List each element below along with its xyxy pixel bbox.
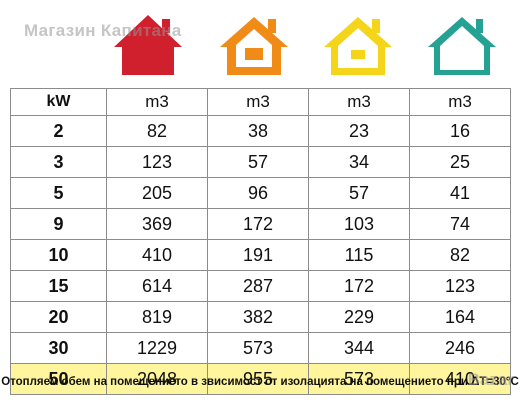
table-cell: 573 — [207, 332, 309, 364]
table-row: 5 205 96 57 41 — [10, 177, 511, 209]
table-cell: 191 — [207, 239, 309, 271]
table-cell: 287 — [207, 270, 309, 302]
table-cell: 614 — [106, 270, 208, 302]
header-m3-orange: m3 — [207, 88, 309, 116]
header-m3-teal: m3 — [409, 88, 511, 116]
table-cell: 819 — [106, 301, 208, 333]
table-cell: 172 — [207, 208, 309, 240]
header-m3-red: m3 — [106, 88, 208, 116]
cell-kw: 10 — [10, 239, 107, 271]
table-cell: 123 — [409, 270, 511, 302]
table-caption: Отопляем обем на помещението в звисимост… — [1, 376, 519, 388]
cell-kw: 2 — [10, 115, 107, 147]
heating-volume-table: kW m3 m3 m3 m3 2 82 38 23 16 3 123 57 34… — [10, 88, 511, 395]
cell-kw: 30 — [10, 332, 107, 364]
table-header-row: kW m3 m3 m3 m3 — [10, 88, 511, 116]
red-house-icon — [112, 13, 184, 77]
table-cell: 57 — [308, 177, 410, 209]
table-cell: 344 — [308, 332, 410, 364]
table-cell: 38 — [207, 115, 309, 147]
table-cell: 164 — [409, 301, 511, 333]
table-row: 2 82 38 23 16 — [10, 115, 511, 147]
table-row: 3 123 57 34 25 — [10, 146, 511, 178]
table-cell: 57 — [207, 146, 309, 178]
cell-kw: 20 — [10, 301, 107, 333]
table-cell: 410 — [106, 239, 208, 271]
table-cell: 41 — [409, 177, 511, 209]
table-cell: 74 — [409, 208, 511, 240]
table-cell: 25 — [409, 146, 511, 178]
cell-kw: 3 — [10, 146, 107, 178]
table-cell: 34 — [308, 146, 410, 178]
table-cell: 82 — [106, 115, 208, 147]
yellow-house-icon — [322, 13, 394, 77]
brand-watermark: Bazar — [467, 370, 514, 389]
table-cell: 369 — [106, 208, 208, 240]
table-cell: 1229 — [106, 332, 208, 364]
orange-house-icon — [218, 13, 290, 77]
house-icons-row — [106, 0, 514, 88]
table-cell: 172 — [308, 270, 410, 302]
table-cell: 573 — [308, 363, 410, 395]
table-cell: 103 — [308, 208, 410, 240]
table-cell: 115 — [308, 239, 410, 271]
cell-kw: 50 — [10, 363, 107, 395]
header-m3-yellow: m3 — [308, 88, 410, 116]
table-cell: 410 — [409, 363, 511, 395]
table-cell: 82 — [409, 239, 511, 271]
table-cell: 16 — [409, 115, 511, 147]
table-cell: 246 — [409, 332, 511, 364]
cell-kw: 9 — [10, 208, 107, 240]
table-cell: 123 — [106, 146, 208, 178]
header-kw: kW — [10, 88, 107, 116]
table-row: 9 369 172 103 74 — [10, 208, 511, 240]
table-cell: 382 — [207, 301, 309, 333]
table-row: 20 819 382 229 164 — [10, 301, 511, 333]
teal-house-icon — [426, 13, 498, 77]
table-row: 15 614 287 172 123 — [10, 270, 511, 302]
watermark-text: Магазин Капитана — [24, 21, 182, 40]
cell-kw: 5 — [10, 177, 107, 209]
table-cell: 23 — [308, 115, 410, 147]
table-cell: 96 — [207, 177, 309, 209]
table-row: 10 410 191 115 82 — [10, 239, 511, 271]
table-cell: 229 — [308, 301, 410, 333]
table-cell: 205 — [106, 177, 208, 209]
table-row: 30 1229 573 344 246 — [10, 332, 511, 364]
cell-kw: 15 — [10, 270, 107, 302]
highlighted-table-row: 50 2048 955 573 410 — [10, 363, 511, 395]
